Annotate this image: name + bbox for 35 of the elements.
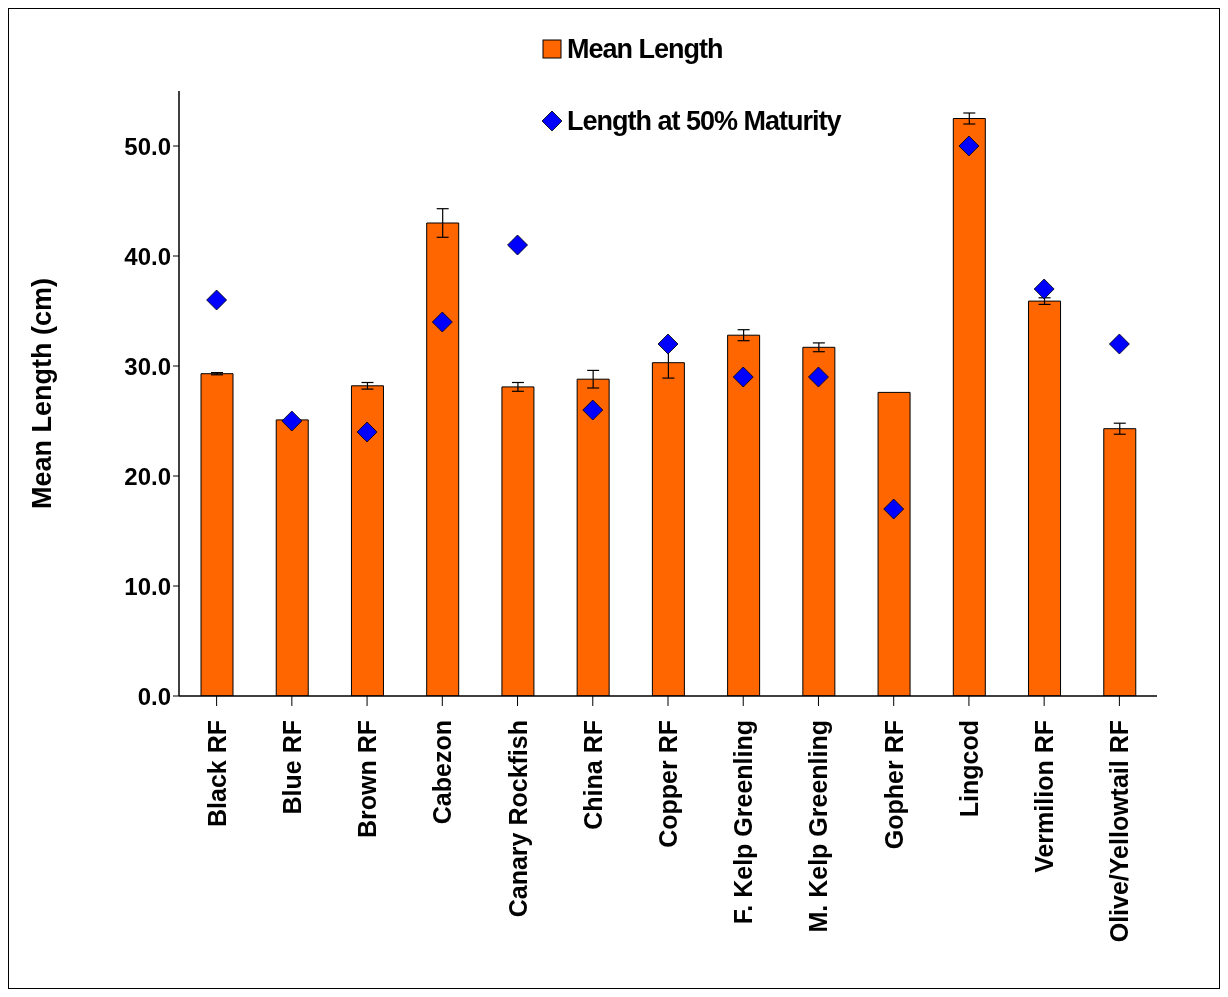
x-tick-label: Blue RF xyxy=(277,720,306,815)
point xyxy=(356,421,378,443)
x-tick-label: Brown RF xyxy=(353,720,382,839)
point xyxy=(582,399,604,421)
point xyxy=(808,366,829,388)
y-tick-label: 30.0 xyxy=(124,352,171,380)
y-tick-label: 40.0 xyxy=(124,242,171,270)
point xyxy=(883,498,905,520)
x-tick-label: Gopher RF xyxy=(879,720,908,850)
x-tick-label: Lingcod xyxy=(954,720,983,818)
point xyxy=(958,135,980,157)
legend-label: Length at 50% Maturity xyxy=(567,105,841,137)
y-axis-title: Mean Length (cm) xyxy=(26,277,57,510)
x-tick-label: Vermilion RF xyxy=(1030,720,1059,873)
point xyxy=(206,289,228,311)
y-tick-label: 50.0 xyxy=(124,132,171,160)
legend-label: Mean Length xyxy=(567,33,723,65)
point xyxy=(281,410,303,432)
point xyxy=(507,234,528,256)
y-tick-label: 20.0 xyxy=(124,462,171,490)
point xyxy=(431,311,453,333)
x-tick-label: Olive/Yellowtail RF xyxy=(1105,720,1134,943)
point xyxy=(732,366,754,388)
x-tick-label: Black RF xyxy=(202,720,231,827)
x-tick-label: Cabezon xyxy=(428,720,457,825)
x-tick-label: China RF xyxy=(578,720,607,830)
point xyxy=(657,333,679,355)
y-tick-label: 10.0 xyxy=(124,572,171,600)
y-tick-label: 0.0 xyxy=(137,682,171,710)
x-tick-label: M. Kelp Greenling xyxy=(804,720,833,933)
point xyxy=(1108,333,1130,355)
x-tick-label: Canary Rockfish xyxy=(503,720,532,918)
x-tick-label: Copper RF xyxy=(654,720,682,848)
point xyxy=(1033,278,1055,300)
x-tick-label: F. Kelp Greenling xyxy=(729,720,758,925)
